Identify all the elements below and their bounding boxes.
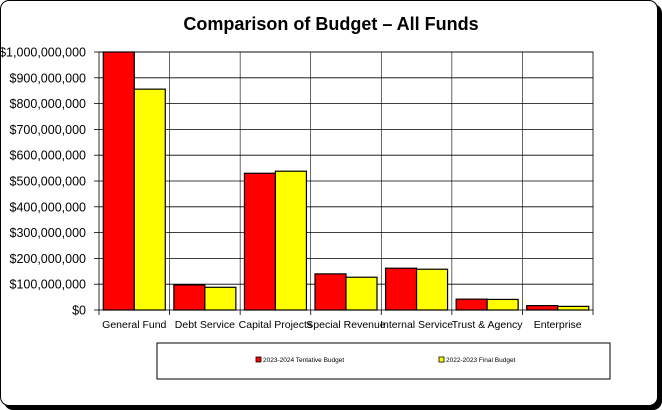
x-tick-label: General Fund — [102, 319, 166, 331]
x-tick-label: Capital Projects — [239, 319, 313, 331]
y-tick-label: $200,000,000 — [10, 252, 87, 266]
y-axis: $0 $100,000,000 $200,000,000 $300,000,000 $4… — [0, 46, 99, 318]
x-tick-label: Trust & Agency — [452, 319, 524, 331]
chart-title: Comparison of Budget – All Funds — [183, 14, 479, 34]
legend-swatch — [255, 356, 262, 363]
legend-label: 2022-2023 Final Budget — [446, 357, 516, 364]
bar — [486, 298, 519, 311]
bar — [243, 172, 277, 311]
bar — [102, 51, 135, 311]
x-tick-label: Debt Service — [175, 319, 235, 331]
legend-label: 2023-2024 Tentative Budget — [263, 357, 344, 364]
bar — [345, 276, 378, 311]
bar — [526, 305, 559, 311]
legend-swatch — [438, 356, 445, 363]
y-tick-label: $700,000,000 — [10, 123, 87, 137]
x-tick-label: Enterprise — [534, 319, 582, 331]
bar — [173, 284, 206, 311]
bars — [102, 51, 590, 311]
y-tick-label: $500,000,000 — [10, 175, 87, 189]
y-tick-label: $900,000,000 — [10, 71, 87, 85]
legend: 2023-2024 Tentative Budget 2022-2023 Fina… — [156, 342, 611, 380]
legend-box — [156, 342, 611, 380]
y-tick-label: $400,000,000 — [10, 200, 87, 214]
y-tick-label: $1,000,000,000 — [0, 46, 86, 60]
x-axis: General Fund Debt Service Capital Projects… — [98, 310, 594, 331]
bar — [557, 305, 590, 311]
bar — [455, 298, 488, 311]
y-tick-label: $100,000,000 — [10, 278, 87, 292]
y-tick-label: $600,000,000 — [10, 149, 87, 163]
bar — [384, 267, 418, 311]
bar — [274, 170, 308, 311]
bar — [133, 88, 166, 311]
bar — [314, 273, 347, 311]
bar — [204, 286, 237, 311]
x-tick-label: Special Revenue — [306, 319, 386, 331]
y-tick-label: $800,000,000 — [10, 97, 87, 111]
plot-area — [98, 51, 594, 311]
x-tick-label: Internal Service — [380, 319, 453, 331]
y-tick-label: $300,000,000 — [10, 226, 87, 240]
bar — [415, 268, 449, 311]
y-tick-label: $0 — [72, 304, 86, 318]
